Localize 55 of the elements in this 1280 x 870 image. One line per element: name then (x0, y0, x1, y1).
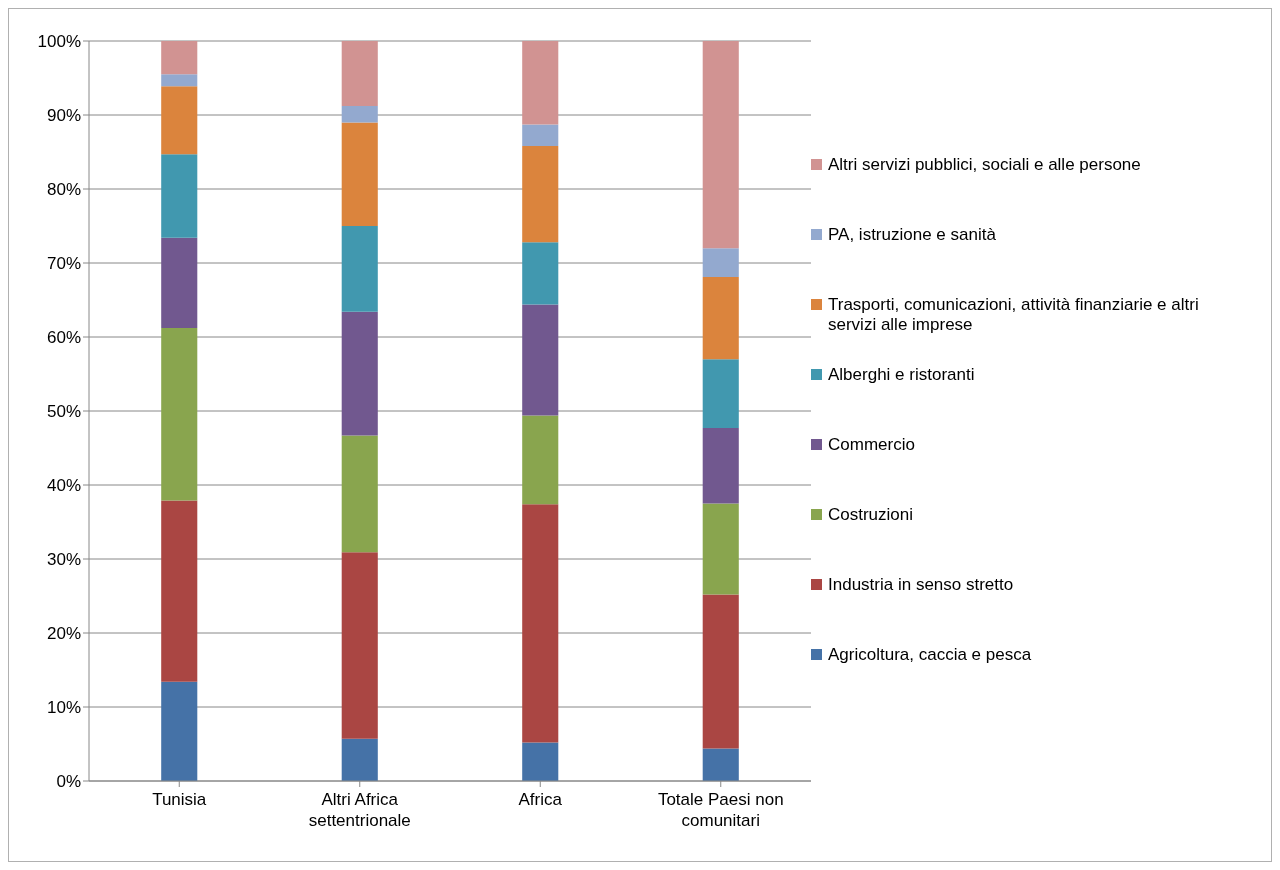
x-tick-label: Altri Africa settentrionale (308, 790, 411, 830)
bar (522, 124, 559, 147)
bar (161, 237, 198, 329)
y-tick-label: 90% (46, 106, 81, 126)
bar (341, 41, 378, 107)
legend-label: Commercio (828, 435, 915, 455)
y-tick-label: 40% (46, 476, 81, 496)
bar (522, 742, 559, 781)
legend-label: Alberghi e ristoranti (828, 365, 975, 385)
bar (341, 226, 378, 312)
bar (341, 106, 378, 123)
legend-label: Costruzioni (828, 505, 914, 525)
legend-label: PA, istruzione e sanità (828, 225, 996, 245)
y-tick-label: 50% (46, 402, 81, 422)
bar (522, 41, 559, 125)
bar (161, 86, 198, 155)
bar (161, 154, 198, 238)
y-tick-label: 10% (46, 698, 81, 718)
y-tick-label: 70% (46, 254, 81, 274)
bar (702, 748, 739, 781)
y-tick-label: 100% (37, 32, 81, 52)
bar (161, 74, 198, 87)
legend-label: Industria in senso stretto (828, 575, 1014, 595)
bar (702, 594, 739, 749)
legend-label: Altri servizi pubblici, sociali e alle persone (828, 155, 1141, 175)
y-tick-label: 20% (46, 624, 81, 644)
bar (341, 435, 378, 553)
y-tick-label: 30% (46, 550, 81, 570)
bar (522, 504, 559, 743)
bar (341, 122, 378, 226)
bar (161, 500, 198, 682)
bar (702, 359, 739, 429)
bar (522, 146, 559, 243)
y-tick-label: 80% (46, 180, 81, 200)
legend-label: Agricoltura, caccia e pesca (828, 645, 1032, 665)
bar (702, 503, 739, 595)
bar (702, 277, 739, 360)
bar (341, 311, 378, 436)
x-tick-label: Africa (518, 790, 563, 809)
y-tick-label: 60% (46, 328, 81, 348)
bar (161, 41, 198, 75)
bar (702, 41, 739, 249)
bar (522, 415, 559, 505)
y-tick-label: 0% (56, 772, 81, 792)
x-tick-label: Tunisia (152, 790, 207, 809)
bar (702, 428, 739, 504)
legend-label: Trasporti, comunicazioni, attività finanziarie e altri servizi alle imprese (828, 295, 1200, 335)
bar (161, 681, 198, 781)
bar (522, 304, 559, 416)
bar (522, 242, 559, 305)
bar (161, 328, 198, 501)
bar (702, 248, 739, 278)
x-tick-label: Totale Paesi non comunitari (657, 790, 784, 830)
bar (341, 738, 378, 781)
bar (341, 552, 378, 739)
